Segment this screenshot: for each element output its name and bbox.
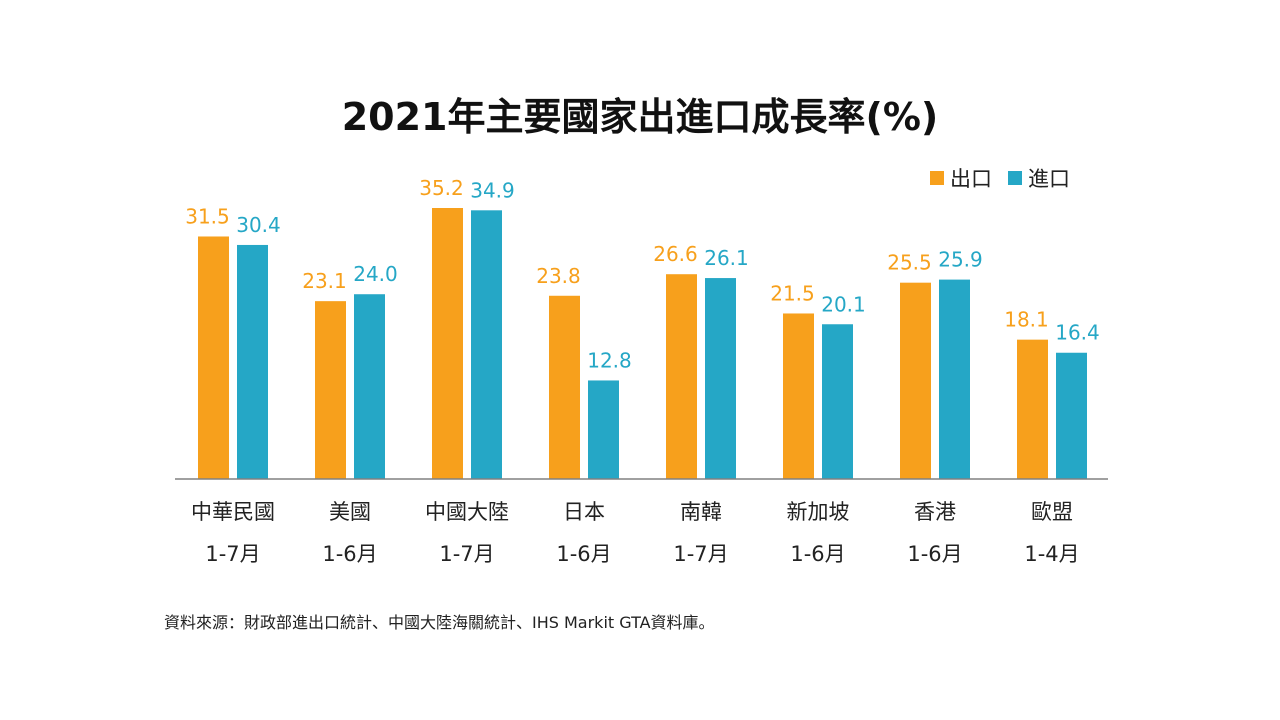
legend-item-import: 進口	[1008, 163, 1070, 193]
data-label-import-7: 16.4	[1055, 321, 1100, 345]
source-note: 資料來源：財政部進出口統計、中國大陸海關統計、IHS Markit GTA資料庫…	[164, 613, 715, 632]
chart-title: 2021年主要國家出進口成長率(%)	[341, 95, 939, 139]
x-tick-label-6: 香港	[914, 500, 956, 524]
bar-export-0	[198, 236, 229, 479]
data-labels-group: 31.5 30.4 23.1 24.0 35.2 34.9 23.8 12.8 26.6 26.1…	[185, 176, 1100, 372]
bar-import-1	[354, 294, 385, 479]
bar-import-2	[471, 210, 502, 479]
bar-import-4	[705, 278, 736, 479]
bars-group	[198, 208, 1087, 479]
x-period-label-0: 1-7月	[205, 542, 260, 566]
data-label-import-6: 25.9	[938, 248, 983, 272]
x-period-label-2: 1-7月	[439, 542, 494, 566]
x-tick-label-2: 中國大陸	[425, 500, 509, 524]
legend-label-export: 出口	[950, 167, 992, 191]
bar-import-7	[1056, 352, 1087, 479]
x-period-label-4: 1-7月	[673, 542, 728, 566]
data-label-import-0: 30.4	[236, 213, 281, 237]
x-tick-label-5: 新加坡	[787, 500, 850, 524]
bar-export-5	[783, 313, 814, 479]
bar-export-6	[900, 282, 931, 479]
data-label-export-1: 23.1	[302, 269, 347, 293]
x-period-label-7: 1-4月	[1024, 542, 1079, 566]
legend: 出口 進口	[930, 163, 1086, 193]
x-tick-label-4: 南韓	[680, 500, 722, 524]
x-tick-label-3: 日本	[563, 500, 605, 524]
x-period-label-6: 1-6月	[907, 542, 962, 566]
bar-import-6	[939, 279, 970, 479]
data-label-import-3: 12.8	[587, 348, 632, 372]
x-period-label-1: 1-6月	[322, 542, 377, 566]
legend-swatch-import	[1008, 171, 1022, 185]
data-label-import-1: 24.0	[353, 262, 398, 286]
bar-export-3	[549, 295, 580, 479]
x-period-label-3: 1-6月	[556, 542, 611, 566]
data-label-export-4: 26.6	[653, 242, 698, 266]
x-axis-group: 中華民國 1-7月 美國 1-6月 中國大陸 1-7月 日本 1-6月 南韓 1-7月 新加坡 1-6…	[175, 478, 1108, 566]
data-label-import-4: 26.1	[704, 246, 749, 270]
bar-export-2	[432, 208, 463, 479]
bar-export-4	[666, 274, 697, 479]
data-label-import-2: 34.9	[470, 178, 515, 202]
x-tick-label-7: 歐盟	[1031, 500, 1073, 524]
legend-item-export: 出口	[930, 163, 992, 193]
data-label-export-0: 31.5	[185, 204, 230, 228]
bar-import-0	[237, 244, 268, 479]
data-label-export-5: 21.5	[770, 281, 815, 305]
bar-export-1	[315, 301, 346, 479]
data-label-export-7: 18.1	[1004, 308, 1049, 332]
data-label-export-2: 35.2	[419, 176, 464, 200]
data-label-export-3: 23.8	[536, 264, 581, 288]
bar-export-7	[1017, 339, 1048, 479]
bar-import-5	[822, 324, 853, 479]
legend-label-import: 進口	[1028, 167, 1070, 191]
x-tick-label-1: 美國	[329, 500, 371, 524]
legend-swatch-export	[930, 171, 944, 185]
x-tick-label-0: 中華民國	[191, 500, 275, 524]
data-label-import-5: 20.1	[821, 292, 866, 316]
bar-import-3	[588, 380, 619, 479]
x-period-label-5: 1-6月	[790, 542, 845, 566]
data-label-export-6: 25.5	[887, 251, 932, 275]
